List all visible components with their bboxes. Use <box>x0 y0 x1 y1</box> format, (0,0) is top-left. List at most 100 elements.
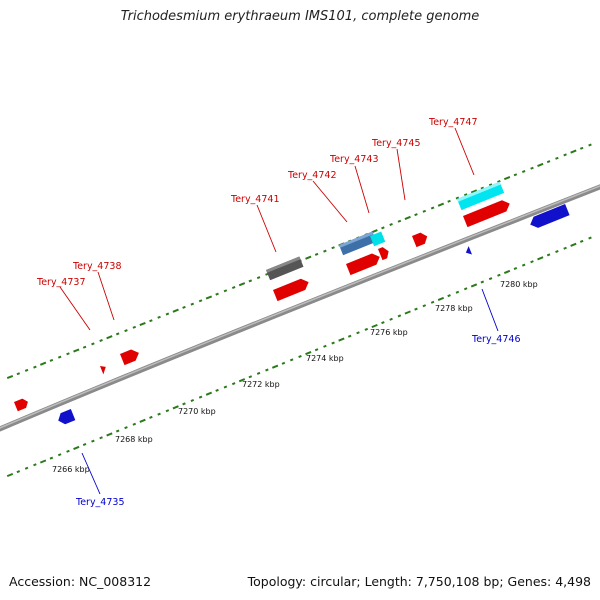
forward-genes <box>14 181 512 412</box>
gc-dot <box>157 315 161 319</box>
gc-dot <box>397 219 402 223</box>
accession-text: Accession: NC_008312 <box>9 574 152 589</box>
gc-dot <box>57 355 62 359</box>
gc-dot <box>281 361 286 365</box>
gene-label-tery-4741[interactable]: Tery_4741 <box>230 194 280 205</box>
gc-dot <box>33 365 37 369</box>
gene-feature[interactable] <box>528 204 570 230</box>
gc-dot <box>223 289 228 293</box>
gc-track-upper <box>6 143 592 380</box>
gc-dot <box>39 459 47 464</box>
gc-dot <box>256 276 261 280</box>
gc-dot <box>82 443 87 446</box>
gc-dot <box>57 453 62 457</box>
gene-label-tery-4737[interactable]: Tery_4737 <box>36 277 86 288</box>
gc-dot <box>530 166 534 170</box>
gc-dot <box>215 388 219 392</box>
gc-dot <box>563 246 567 250</box>
gc-dot <box>356 331 360 335</box>
gc-dot <box>521 263 526 267</box>
gc-dot <box>570 149 577 154</box>
gene-feature[interactable] <box>56 409 76 426</box>
gc-dot <box>323 249 327 253</box>
gc-dot <box>6 374 14 380</box>
gc-dot <box>497 273 501 277</box>
gene-label-tery-4746[interactable]: Tery_4746 <box>471 334 521 345</box>
gc-dot <box>555 156 559 160</box>
gc-dot <box>132 422 137 426</box>
gc-dot <box>480 186 485 190</box>
gene-label-tery-4743[interactable]: Tery_4743 <box>329 154 379 165</box>
gc-dot <box>422 304 427 308</box>
gc-dot <box>16 470 21 474</box>
gc-dot <box>198 299 203 303</box>
gene-label-tery-4735[interactable]: Tery_4735 <box>75 497 125 508</box>
gc-dot <box>172 405 179 410</box>
gc-dot <box>414 307 418 311</box>
gc-dot <box>73 348 80 353</box>
gene-feature[interactable] <box>346 251 382 276</box>
gene-feature[interactable] <box>100 364 108 375</box>
gene-feature[interactable] <box>273 277 311 302</box>
forward-gene-labels <box>59 127 475 331</box>
reverse-gene-labels <box>81 288 499 495</box>
gc-dot <box>238 378 246 383</box>
gene-feature[interactable] <box>370 231 386 247</box>
gc-dot <box>124 426 128 430</box>
gc-dot <box>149 319 153 323</box>
gc-dot <box>588 143 592 147</box>
gc-dot <box>91 439 95 443</box>
gc-dot <box>132 325 137 329</box>
gc-dot <box>579 239 584 243</box>
gc-dot <box>521 170 526 173</box>
gc-dot <box>33 463 37 467</box>
gene-feature[interactable] <box>120 347 141 366</box>
gc-dot <box>106 432 113 437</box>
gene-label-tery-4747[interactable]: Tery_4747 <box>428 117 478 128</box>
gc-dot <box>182 305 186 309</box>
gc-dot <box>331 341 335 345</box>
gc-dot <box>503 176 511 181</box>
gc-dot <box>115 332 120 336</box>
scale-tick-label: 7272 kbp <box>242 380 280 389</box>
gc-dot <box>546 253 551 257</box>
scale-labels: 7266 kbp 7268 kbp 7270 kbp 7272 kbp 7274… <box>52 280 538 474</box>
gene-feature[interactable] <box>266 256 304 281</box>
gene-feature[interactable] <box>378 246 391 261</box>
gc-dot <box>190 302 195 306</box>
gene-feature[interactable] <box>339 231 377 256</box>
gc-dot <box>248 375 253 379</box>
gene-label-tery-4738[interactable]: Tery_4738 <box>72 261 122 272</box>
gc-dot <box>347 334 352 338</box>
gc-dot <box>157 412 161 416</box>
gc-dot <box>455 290 460 294</box>
gc-dot <box>205 295 213 300</box>
gc-dot <box>49 358 54 362</box>
gene-feature[interactable] <box>463 198 512 228</box>
gc-track-lower <box>6 236 592 478</box>
genome-backbone <box>0 184 600 432</box>
gc-dot <box>298 355 302 358</box>
gene-feature[interactable] <box>464 246 473 256</box>
gene-label-tery-4742[interactable]: Tery_4742 <box>287 170 337 181</box>
scale-tick-label: 7278 kbp <box>435 304 473 313</box>
genome-backbone-highlight <box>0 185 600 429</box>
gc-dot <box>305 351 312 356</box>
gc-dot <box>66 352 70 356</box>
gc-dot <box>238 282 246 287</box>
gene-feature[interactable] <box>457 181 505 211</box>
gc-dot <box>588 236 592 240</box>
scale-tick-label: 7268 kbp <box>115 435 153 444</box>
gc-dot <box>555 250 559 253</box>
gene-feature[interactable] <box>14 397 30 412</box>
gene-label-tery-4745[interactable]: Tery_4745 <box>371 138 421 149</box>
gc-dot <box>323 344 327 348</box>
gc-dot <box>331 246 335 250</box>
gc-dot <box>455 196 460 200</box>
gc-dot <box>537 162 544 167</box>
gc-dot <box>530 260 534 264</box>
gc-dot <box>24 368 29 372</box>
gc-dot <box>165 409 170 413</box>
gc-dot <box>463 287 468 291</box>
gene-feature[interactable] <box>412 231 429 248</box>
